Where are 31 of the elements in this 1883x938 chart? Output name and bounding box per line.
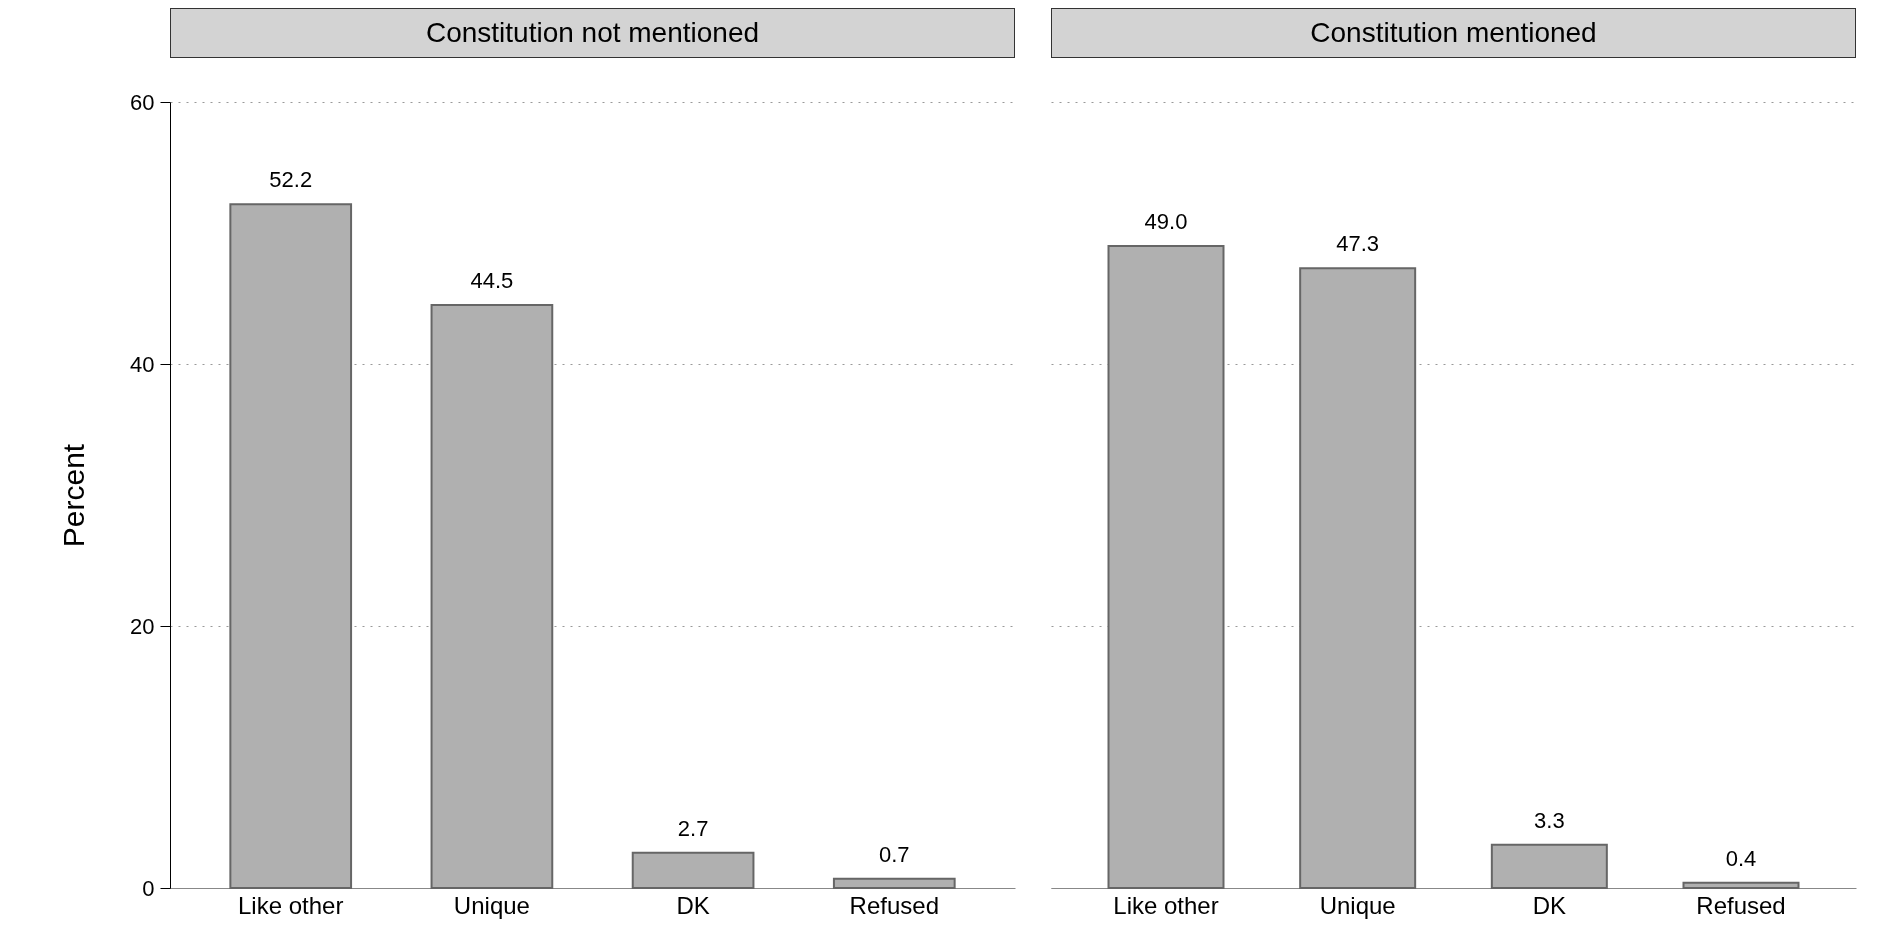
chart-title: Constitution mentioned (1051, 8, 1856, 58)
data-label: 52.2 (269, 167, 313, 193)
chart-title: Constitution not mentioned (170, 8, 1015, 58)
y-tick-label: 0 (142, 875, 155, 901)
bar (229, 203, 353, 889)
y-tick-label: 40 (130, 351, 155, 377)
x-tick-label: Like other (238, 891, 344, 919)
x-tick-label: Unique (1319, 891, 1396, 919)
y-tick-label: 20 (130, 613, 155, 639)
bar (1107, 245, 1225, 889)
y-tick-label: 60 (130, 89, 155, 115)
data-label: 49.0 (1144, 209, 1188, 235)
x-tick-label: Like other (1113, 891, 1219, 919)
x-tick-label: Refused (1696, 891, 1786, 919)
data-label: 0.7 (878, 841, 910, 867)
data-label: 0.4 (1725, 845, 1757, 871)
bar (430, 304, 554, 889)
bar (1299, 267, 1417, 889)
bar (1682, 881, 1800, 889)
bar (832, 877, 956, 889)
y-axis-title: Percent (57, 443, 91, 548)
data-label: 47.3 (1336, 231, 1380, 257)
bar (1490, 843, 1608, 889)
x-tick-label: DK (1532, 891, 1567, 919)
data-label: 2.7 (677, 815, 709, 841)
data-label: 3.3 (1534, 807, 1565, 833)
x-tick-label: Refused (849, 891, 939, 919)
bar (631, 851, 755, 889)
x-tick-label: Unique (453, 891, 530, 919)
data-label: 44.5 (470, 268, 514, 294)
x-tick-label: DK (676, 891, 710, 919)
